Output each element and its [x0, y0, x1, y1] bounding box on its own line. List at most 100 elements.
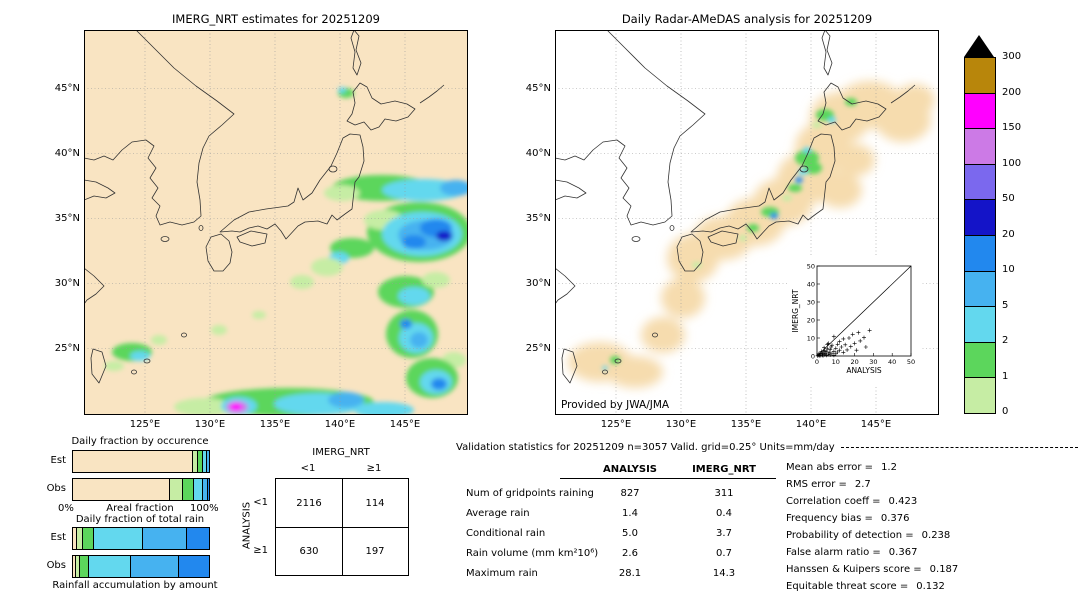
contingency-col-label-ge1: ≥1: [366, 463, 382, 474]
lat-tick-label: 35°N: [525, 212, 551, 224]
lon-tick-label: 145°E: [860, 419, 892, 430]
metric-label: Hanssen & Kuipers score =: [786, 564, 922, 575]
colorbar-tick-label: 300: [1002, 51, 1022, 62]
areal-fraction-label: Areal fraction: [106, 503, 174, 514]
svg-text:40: 40: [807, 280, 815, 288]
colorbar-tick-label: 150: [1002, 122, 1022, 133]
map-credit: Provided by JWA/JMA: [561, 399, 670, 411]
metric-label: False alarm ratio =: [786, 547, 881, 558]
contingency-table: 2116 114 630 197: [275, 478, 409, 576]
areal-fraction-100: 100%: [190, 503, 219, 514]
svg-text:0: 0: [815, 358, 819, 366]
metric-label: Frequency bias =: [786, 513, 873, 524]
metric-label: Correlation coeff =: [786, 496, 881, 507]
bar-segment: [185, 528, 209, 549]
metric-row: RMS error = 2.7: [786, 479, 871, 490]
imerg-map: [84, 30, 468, 415]
occurrence-title: Daily fraction by occurence: [71, 436, 209, 447]
dashed-rule: [840, 447, 1078, 448]
colorbar-tick-label: 10: [1002, 264, 1015, 275]
stats-analysis-value: 827: [620, 488, 640, 499]
occurrence-est-label: Est: [50, 455, 66, 466]
stats-col-header-imerg: IMERG_NRT: [692, 464, 756, 475]
bar-segment: [202, 479, 207, 500]
metric-row: Equitable threat score = 0.132: [786, 581, 945, 592]
colorbar-tick-label: 0: [1002, 406, 1009, 417]
bar-segment: [75, 528, 82, 549]
metric-label: Mean abs error =: [786, 462, 874, 473]
colorbar-tick-label: 2: [1002, 335, 1009, 346]
contingency-cell: 2116: [276, 479, 343, 528]
svg-text:0: 0: [811, 352, 815, 360]
contingency-cell: 197: [342, 527, 409, 576]
svg-text:30: 30: [807, 298, 815, 306]
bar-segment: [129, 556, 178, 577]
stats-imerg-value: 0.7: [716, 548, 732, 559]
colorbar-segment: [965, 58, 995, 93]
bar-segment: [197, 451, 203, 472]
colorbar-tick-label: 50: [1002, 193, 1015, 204]
colorbar-segment: [965, 199, 995, 235]
colorbar-tick-label: 20: [1002, 228, 1015, 240]
svg-text:50: 50: [807, 262, 815, 270]
lat-tick-label: 35°N: [54, 212, 80, 224]
lon-tick-label: 140°E: [324, 419, 356, 430]
svg-text:30: 30: [869, 358, 877, 366]
metric-label: RMS error =: [786, 479, 847, 490]
stats-row-label: Maximum rain: [466, 568, 538, 579]
stats-title: Validation statistics for 20251209 n=305…: [456, 442, 835, 453]
contingency-row-axis-label: ANALYSIS: [241, 501, 253, 550]
areal-fraction-0: 0%: [58, 503, 74, 514]
stats-row-label: Rain volume (mm km²10⁶): [466, 548, 599, 559]
metric-label: Probability of detection =: [786, 530, 914, 541]
precipitation-layer: [602, 98, 857, 370]
inset-xlabel: ANALYSIS: [846, 366, 882, 375]
metric-label: Equitable threat score =: [786, 581, 909, 592]
metric-row: Probability of detection = 0.238: [786, 530, 950, 541]
totalrain-est-bar: [72, 527, 210, 550]
svg-text:10: 10: [807, 334, 815, 342]
stats-analysis-value: 5.0: [622, 528, 638, 539]
colorbar-tick-label: 1: [1002, 370, 1009, 382]
metric-value: 0.376: [880, 513, 910, 524]
colorbar: 300 200 150 100 50 20 10 5 2 1 0: [964, 35, 1042, 427]
bar-segment: [81, 528, 94, 549]
bar-segment: [177, 556, 209, 577]
left-map-title: IMERG_NRT estimates for 20251209: [172, 12, 380, 26]
lon-tick-label: 135°E: [259, 419, 291, 430]
lon-tick-label: 130°E: [194, 419, 226, 430]
precipitation-layer: [104, 87, 468, 415]
svg-text:20: 20: [850, 358, 858, 366]
svg-text:20: 20: [807, 316, 815, 324]
contingency-cell: 630: [276, 527, 343, 576]
metric-row: Correlation coeff = 0.423: [786, 496, 917, 507]
scatter-points: [815, 328, 872, 358]
lon-tick-label: 130°E: [665, 419, 697, 430]
metric-value: 0.238: [921, 530, 951, 541]
bar-segment: [74, 556, 80, 577]
colorbar-segment: [965, 163, 995, 200]
stats-analysis-value: 2.6: [622, 548, 638, 559]
contingency-col-label-lt1: <1: [300, 463, 316, 474]
coastline-layer: [555, 30, 916, 384]
contingency-row-label-ge1: ≥1: [253, 545, 268, 556]
totalrain-est-label: Est: [50, 532, 66, 543]
colorbar-tick-label: 5: [1002, 299, 1009, 311]
colorbar-segment: [965, 234, 995, 271]
lat-tick-label: 30°N: [525, 277, 551, 289]
contingency-col-axis-label: IMERG_NRT: [312, 447, 370, 458]
colorbar-segment: [965, 341, 995, 378]
colorbar-scale: [964, 57, 996, 414]
header-rule: [560, 478, 776, 479]
metric-value: 1.2: [881, 462, 897, 473]
bar-segment: [88, 556, 130, 577]
bar-segment: [191, 451, 198, 472]
colorbar-over-triangle: [964, 35, 994, 57]
lon-tick-label: 125°E: [600, 419, 632, 430]
inset-scatter: 00 10 10 20 20 30 30 40 40 50 50 ANALYSIS IMERG_NRT: [789, 257, 920, 385]
occurrence-obs-label: Obs: [46, 483, 66, 494]
svg-text:10: 10: [832, 358, 840, 366]
bar-segment: [79, 556, 89, 577]
stats-row-label: Num of gridpoints raining: [466, 488, 594, 499]
lon-tick-label: 145°E: [389, 419, 421, 430]
